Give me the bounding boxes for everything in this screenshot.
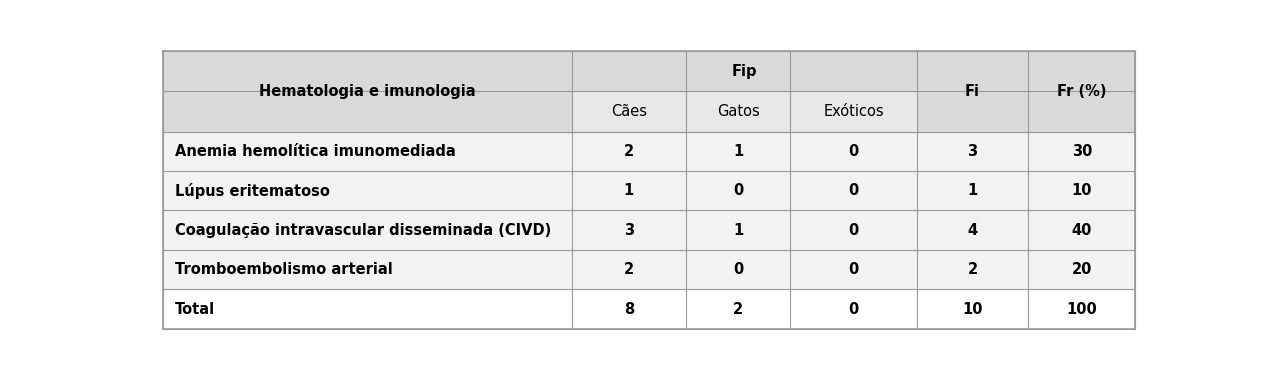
Bar — [163, 171, 571, 211]
Bar — [1029, 290, 1135, 329]
Bar — [916, 211, 1029, 250]
Bar — [571, 250, 687, 290]
Text: Total: Total — [175, 302, 215, 317]
Bar — [163, 132, 571, 171]
Text: 0: 0 — [849, 183, 859, 198]
Text: 0: 0 — [734, 183, 744, 198]
Text: 0: 0 — [734, 262, 744, 277]
Bar — [1029, 211, 1135, 250]
Bar — [916, 171, 1029, 211]
Bar — [163, 250, 571, 290]
Text: 1: 1 — [734, 144, 744, 159]
Text: 0: 0 — [849, 262, 859, 277]
Text: 1: 1 — [734, 223, 744, 238]
Text: 3: 3 — [623, 223, 634, 238]
Text: 30: 30 — [1072, 144, 1092, 159]
Text: Fi: Fi — [965, 84, 981, 99]
Bar — [571, 132, 687, 171]
Bar — [687, 211, 791, 250]
Bar — [791, 250, 916, 290]
Bar — [163, 211, 571, 250]
Text: Gatos: Gatos — [717, 104, 760, 119]
Bar — [163, 290, 571, 329]
Text: 3: 3 — [968, 144, 978, 159]
Bar — [687, 290, 791, 329]
Text: 2: 2 — [734, 302, 744, 317]
Bar — [1029, 132, 1135, 171]
Text: 4: 4 — [968, 223, 978, 238]
Bar — [687, 91, 791, 132]
Bar — [571, 211, 687, 250]
Bar — [791, 132, 916, 171]
Text: Fip: Fip — [731, 64, 756, 79]
Bar — [791, 290, 916, 329]
Text: 0: 0 — [849, 223, 859, 238]
Text: Cães: Cães — [611, 104, 647, 119]
Text: 20: 20 — [1072, 262, 1092, 277]
Text: Exóticos: Exóticos — [824, 104, 884, 119]
Text: Tromboembolismo arterial: Tromboembolismo arterial — [175, 262, 393, 277]
Bar — [1029, 250, 1135, 290]
Text: 0: 0 — [849, 144, 859, 159]
Bar — [571, 171, 687, 211]
Text: 2: 2 — [968, 262, 978, 277]
Text: 2: 2 — [623, 144, 634, 159]
Text: 1: 1 — [968, 183, 978, 198]
Bar — [791, 171, 916, 211]
Bar — [1029, 171, 1135, 211]
Text: Fr (%): Fr (%) — [1057, 84, 1106, 99]
Text: 10: 10 — [1072, 183, 1092, 198]
Text: Anemia hemolítica imunomediada: Anemia hemolítica imunomediada — [175, 144, 456, 159]
Text: 10: 10 — [963, 302, 983, 317]
Bar — [163, 51, 571, 132]
Text: 100: 100 — [1067, 302, 1097, 317]
Bar — [571, 290, 687, 329]
Bar — [687, 250, 791, 290]
Text: 40: 40 — [1072, 223, 1092, 238]
Bar — [916, 132, 1029, 171]
Text: 8: 8 — [623, 302, 634, 317]
Bar — [916, 290, 1029, 329]
Text: Coagulação intravascular disseminada (CIVD): Coagulação intravascular disseminada (CI… — [175, 223, 551, 238]
Text: 2: 2 — [623, 262, 634, 277]
Bar — [916, 250, 1029, 290]
Text: Lúpus eritematoso: Lúpus eritematoso — [175, 183, 329, 199]
Bar — [1029, 51, 1135, 132]
Bar — [571, 51, 916, 91]
Bar — [571, 91, 687, 132]
Bar — [791, 91, 916, 132]
Bar — [687, 171, 791, 211]
Bar — [687, 132, 791, 171]
Text: Hematologia e imunologia: Hematologia e imunologia — [260, 84, 475, 99]
Bar — [791, 211, 916, 250]
Text: 0: 0 — [849, 302, 859, 317]
Bar — [916, 51, 1029, 132]
Text: 1: 1 — [623, 183, 634, 198]
